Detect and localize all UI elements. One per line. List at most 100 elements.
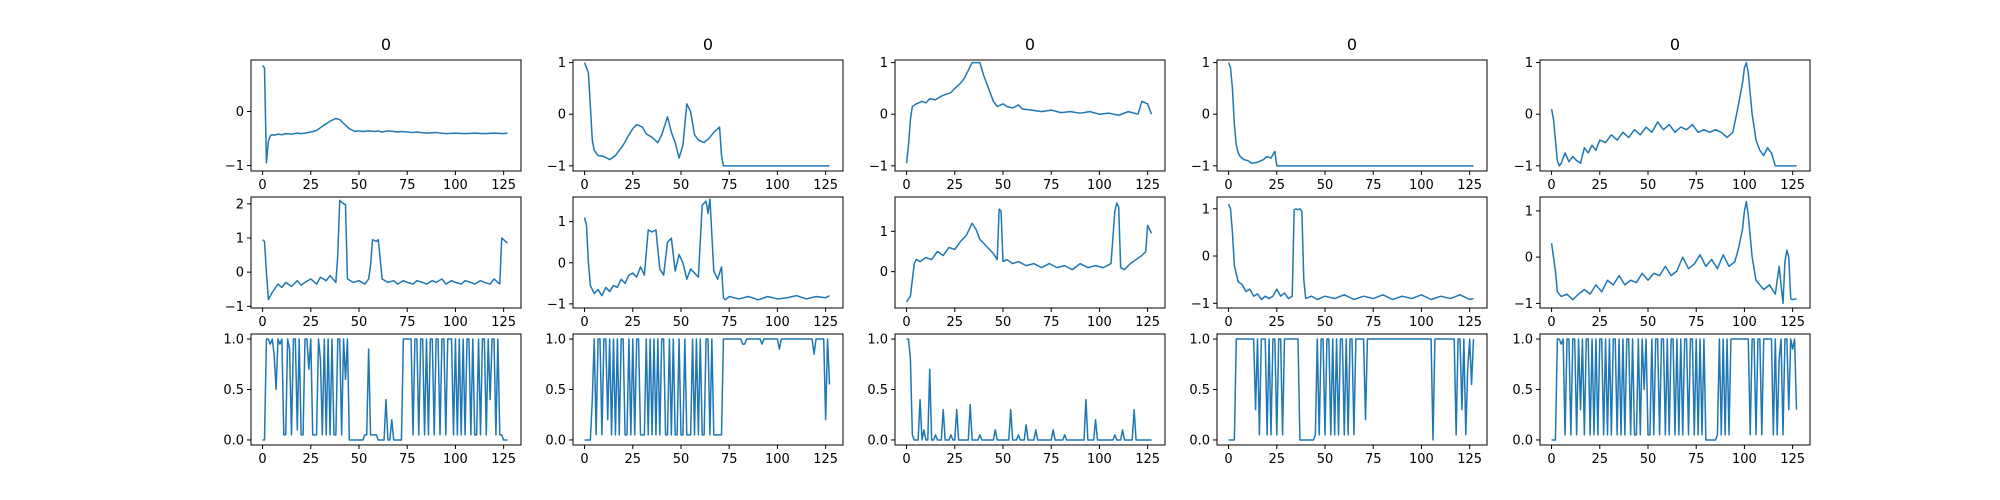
subplot-r0-c0: 0 0 25 50 75 100 125 −1 0 [225,35,522,193]
x-tick-label: 125 [491,315,516,330]
y-tick-label: 0 [880,265,888,280]
y-tick-label: 0 [1202,108,1210,123]
x-tick-label: 25 [303,178,320,193]
x-tick-label: 100 [1409,452,1434,467]
y-tick-label: 1 [558,215,566,230]
series-line [905,61,1153,164]
y-tick-label: −1 [547,297,566,312]
x-tick-label: 125 [1780,178,1805,193]
subplot-r1-c0: 0 25 50 75 100 125 −1 0 1 2 [225,196,522,330]
x-tick-label: 100 [1732,178,1757,193]
x-tick-label: 50 [995,178,1012,193]
x-tick-label: 25 [1269,315,1286,330]
subplot-r2-c4: 0 25 50 75 100 125 0.0 0.5 1.0 [1512,333,1811,467]
x-tick-label: 75 [1365,452,1382,467]
x-tick-label: 25 [303,452,320,467]
x-tick-label: 100 [1732,315,1757,330]
y-tick-label: 0 [558,108,566,123]
y-tick-label: 1 [880,225,888,240]
x-tick-label: 100 [765,452,790,467]
subplot-r2-c3: 0 25 50 75 100 125 0.0 0.5 1.0 [1189,333,1488,467]
subplot-r1-c4: 0 25 50 75 100 125 −1 0 1 [1514,196,1811,330]
x-tick-label: 50 [351,452,368,467]
axes-frame [894,333,1166,446]
y-tick-label: −1 [225,300,244,315]
x-tick-label: 100 [1732,452,1757,467]
x-tick-label: 50 [673,315,690,330]
x-tick-label: 25 [1592,178,1609,193]
series-line [1227,203,1474,301]
series-line [1551,338,1798,441]
y-tick-label: 0 [236,266,244,281]
y-tick-label: −1 [225,159,244,174]
x-tick-label: 125 [1457,315,1482,330]
x-tick-label: 50 [1317,315,1334,330]
series-line [583,62,830,167]
x-tick-label: 0 [1547,315,1555,330]
axes-frame [1539,59,1811,172]
x-tick-label: 75 [1043,178,1060,193]
x-tick-label: 0 [580,178,588,193]
x-tick-label: 125 [813,452,838,467]
y-tick-label: 0.0 [1189,433,1210,448]
x-tick-label: 25 [947,452,964,467]
x-tick-label: 25 [625,452,642,467]
x-tick-label: 100 [443,452,468,467]
x-tick-label: 100 [1087,452,1112,467]
series-line [262,338,508,441]
subplot-r2-c2: 0 25 50 75 100 125 0.0 0.5 1.0 [867,333,1166,467]
y-tick-label: 1 [1202,202,1210,217]
x-tick-label: 125 [1780,315,1805,330]
series-line [584,338,831,441]
y-tick-label: −1 [869,159,888,174]
y-tick-label: 1.0 [867,333,888,348]
x-tick-label: 75 [399,315,416,330]
axes-frame [572,59,844,172]
x-tick-label: 125 [1135,178,1160,193]
x-tick-label: 0 [580,315,588,330]
y-tick-label: 0 [880,108,888,123]
y-tick-label: 0 [236,105,244,120]
x-tick-label: 75 [1365,178,1382,193]
y-tick-label: 0.5 [867,383,888,398]
x-tick-label: 100 [1409,178,1434,193]
x-tick-label: 100 [1409,315,1434,330]
subplot-r0-c2: 0 0 25 50 75 100 125 −1 0 1 [869,35,1166,193]
y-tick-label: 0.0 [867,433,888,448]
y-tick-label: 1 [1525,204,1533,219]
subplot-r2-c1: 0 25 50 75 100 125 0.0 0.5 1.0 [545,333,844,467]
series-line [1227,62,1474,167]
x-tick-label: 75 [1365,315,1382,330]
x-tick-label: 25 [303,315,320,330]
y-tick-label: −1 [547,159,566,174]
series-line [1550,61,1797,167]
x-tick-label: 125 [1457,178,1482,193]
subplot-r2-c0: 0 25 50 75 100 125 0.0 0.5 1.0 [223,333,522,467]
subplot-r1-c3: 0 25 50 75 100 125 −1 0 1 [1191,196,1488,330]
x-tick-label: 50 [1640,178,1657,193]
x-tick-label: 125 [813,315,838,330]
x-tick-label: 125 [491,178,516,193]
series-line [905,202,1153,303]
x-tick-label: 25 [1269,178,1286,193]
x-tick-label: 75 [1688,452,1705,467]
y-tick-label: −1 [1191,297,1210,312]
y-tick-label: 1.0 [223,333,244,348]
x-tick-label: 0 [902,452,910,467]
y-tick-label: −1 [1514,159,1533,174]
series-line [1228,338,1475,441]
axes-frame [894,196,1166,309]
subplot-title: 0 [703,35,713,54]
x-tick-label: 50 [1640,315,1657,330]
x-tick-label: 0 [1224,452,1232,467]
y-tick-label: 0.0 [1512,433,1533,448]
x-tick-label: 0 [258,452,266,467]
subplot-r1-c1: 0 25 50 75 100 125 −1 0 1 [547,196,844,330]
y-tick-label: 0 [1202,250,1210,265]
x-tick-label: 100 [1087,315,1112,330]
x-tick-label: 125 [1780,452,1805,467]
x-tick-label: 50 [995,452,1012,467]
y-tick-label: 1.0 [1189,333,1210,348]
x-tick-label: 25 [947,315,964,330]
